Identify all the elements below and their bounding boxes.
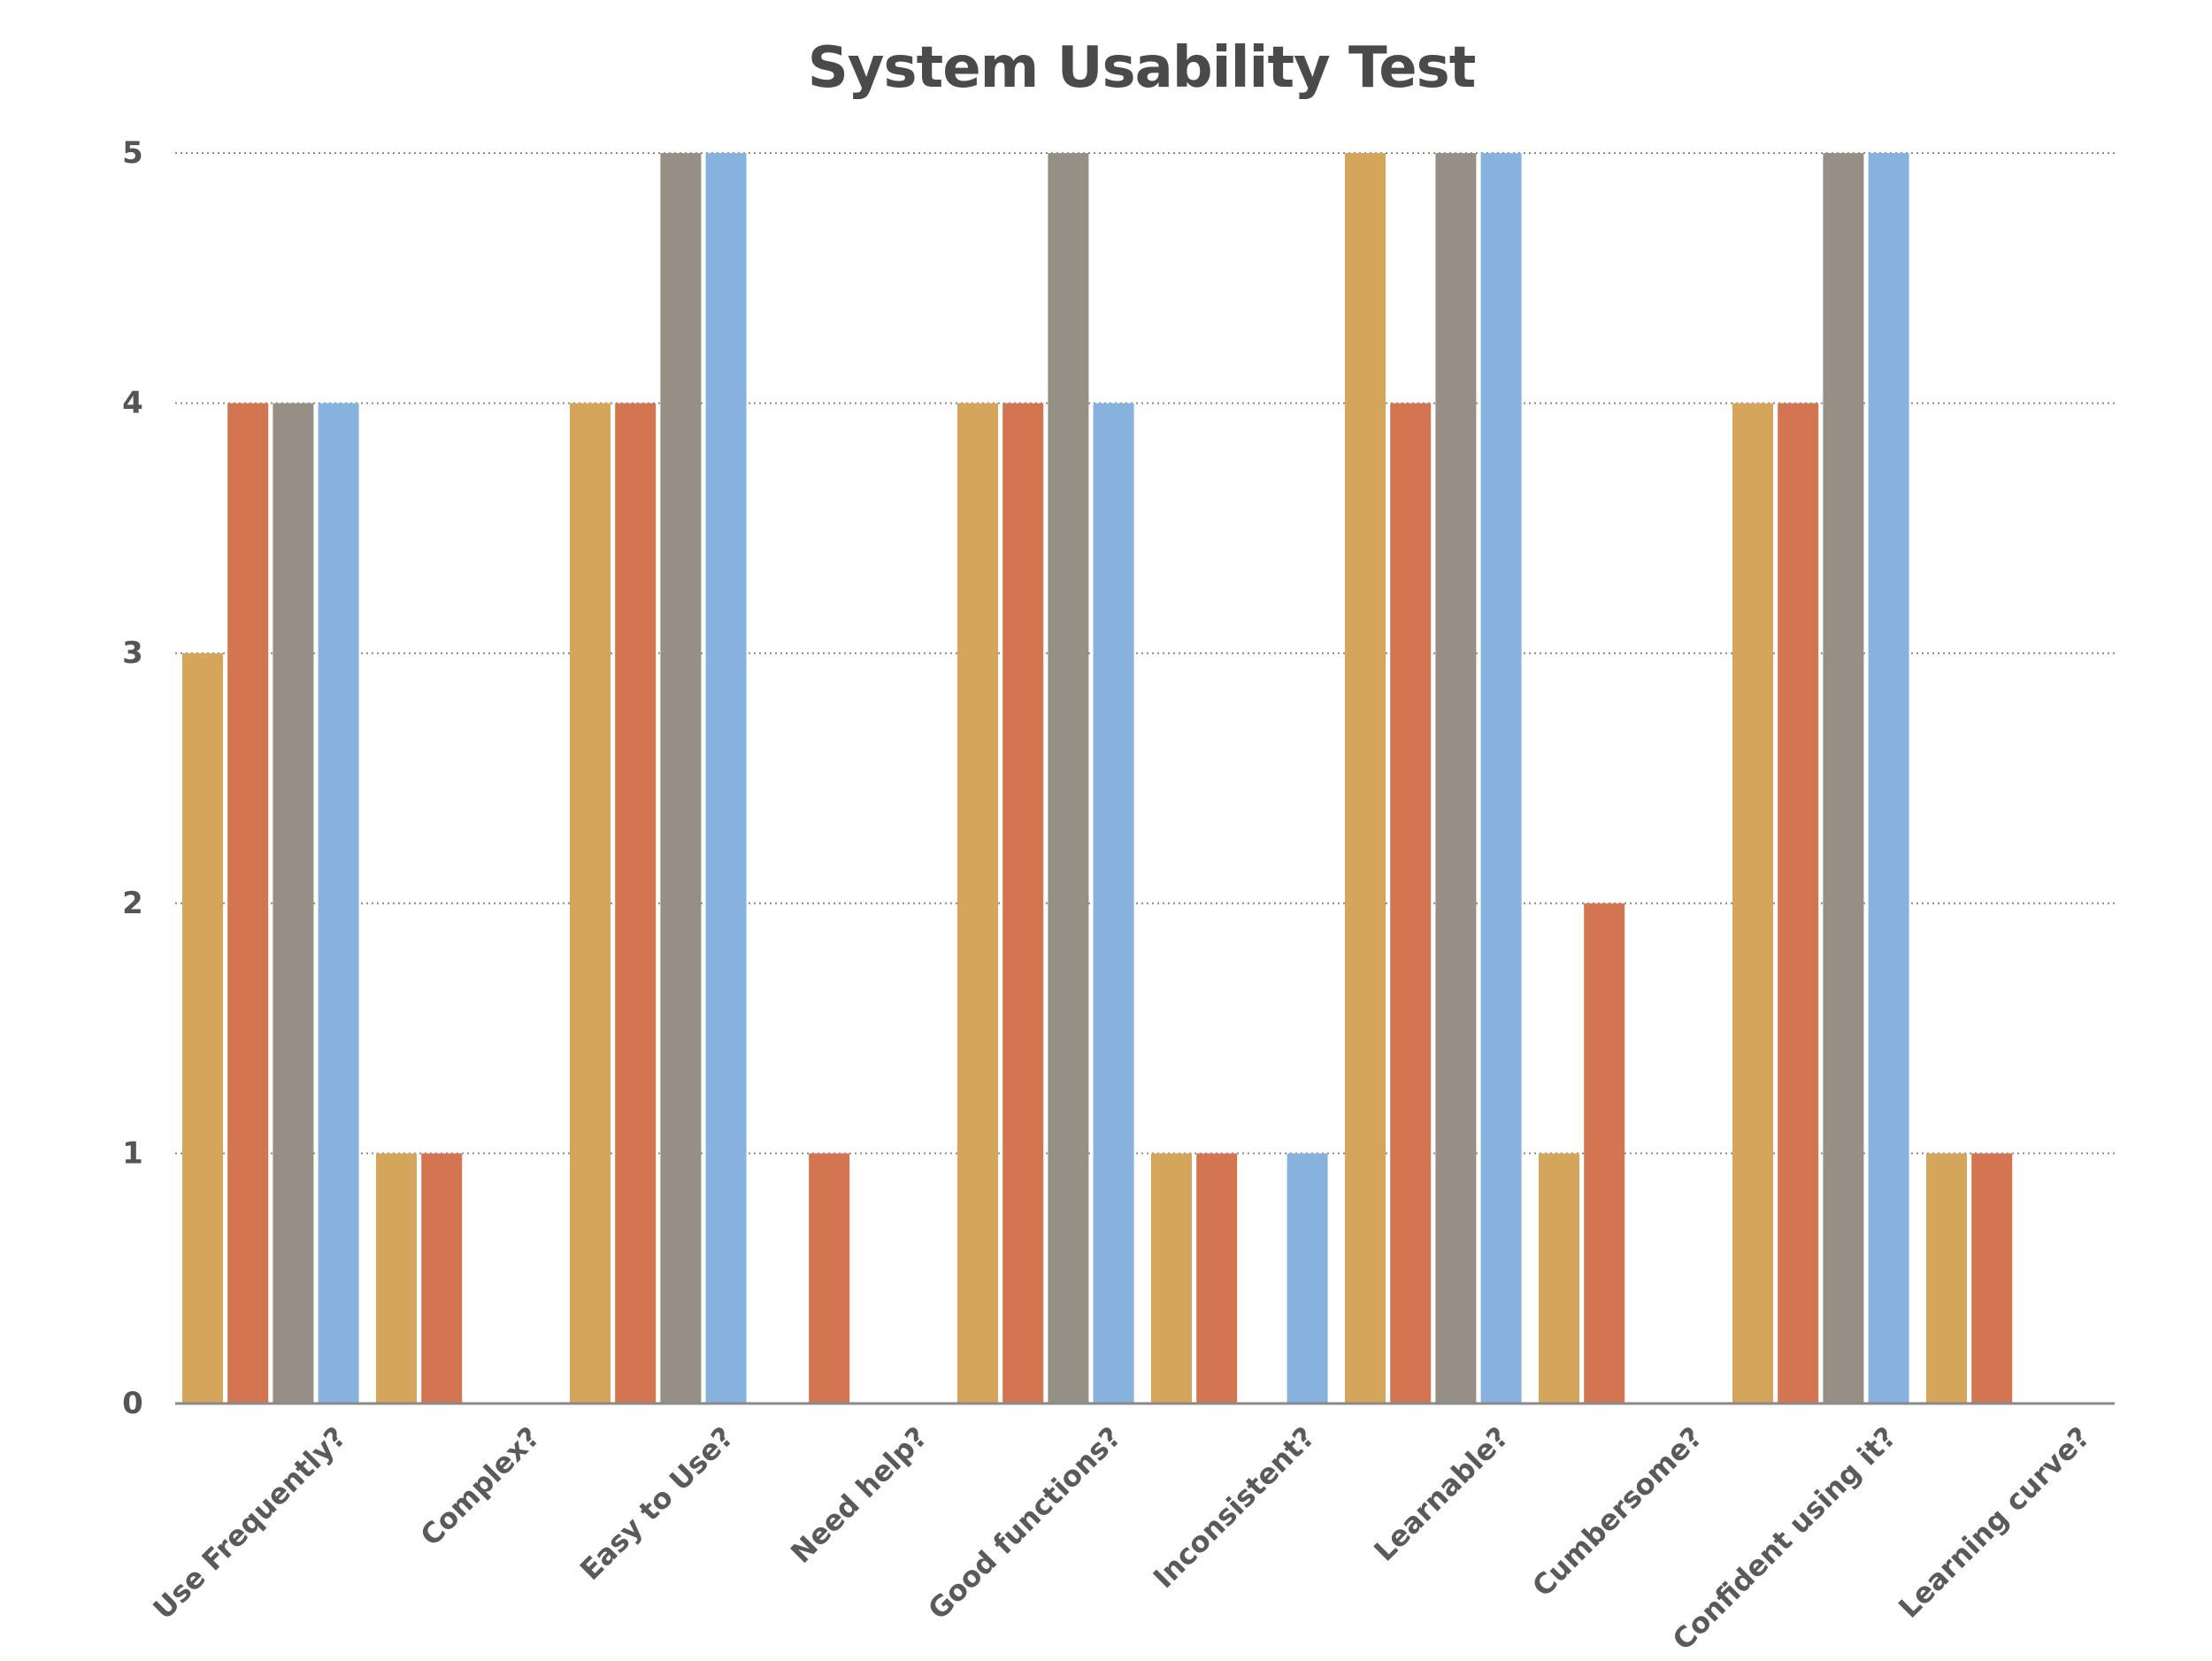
y-tick-label: 5	[122, 135, 143, 171]
bar-series-1-cat-2	[376, 1153, 417, 1403]
x-tick-label: Complex?	[414, 1420, 547, 1553]
chart-title: System Usability Test	[807, 35, 1477, 101]
bar-series-2-cat-6	[1196, 1153, 1238, 1403]
bar-series-1-cat-9	[1732, 403, 1773, 1404]
x-tick-label: Learning curve?	[1892, 1420, 2096, 1625]
bar-series-2-cat-8	[1584, 903, 1625, 1403]
bar-series-3-cat-1	[273, 403, 314, 1404]
y-tick-label: 2	[122, 886, 143, 921]
bar-series-4-cat-6	[1286, 1153, 1328, 1403]
x-tick-label: Good functions?	[921, 1420, 1127, 1626]
x-tick-label: Confident using it?	[1666, 1420, 1902, 1657]
bar-series-2-cat-4	[809, 1153, 850, 1403]
bar-series-1-cat-10	[1926, 1153, 1967, 1403]
bar-series-4-cat-9	[1868, 153, 1909, 1403]
x-tick-label: Cumbersome?	[1525, 1420, 1709, 1603]
bar-series-1-cat-7	[1345, 153, 1386, 1403]
x-tick-label: Learnable?	[1367, 1420, 1515, 1568]
x-tick-label: Inconsistent?	[1147, 1420, 1321, 1595]
bars	[182, 153, 2013, 1404]
bar-series-1-cat-5	[957, 403, 998, 1404]
y-tick-label: 0	[122, 1386, 143, 1421]
bar-series-1-cat-1	[182, 653, 223, 1403]
bar-series-3-cat-9	[1823, 153, 1864, 1403]
x-tick-label: Use Frequently?	[147, 1420, 353, 1626]
bar-series-3-cat-7	[1435, 153, 1477, 1403]
bar-series-2-cat-5	[1002, 403, 1044, 1404]
y-tick-label: 3	[122, 635, 143, 671]
x-tick-label: Easy to Use?	[573, 1420, 740, 1587]
bar-series-4-cat-3	[705, 153, 747, 1403]
bar-series-2-cat-1	[227, 403, 269, 1404]
y-tick-label: 4	[122, 386, 143, 421]
bar-series-2-cat-10	[1971, 1153, 2013, 1403]
bar-series-2-cat-7	[1390, 403, 1432, 1404]
bar-series-1-cat-6	[1151, 1153, 1192, 1403]
bar-series-3-cat-3	[660, 153, 702, 1403]
x-tick-label: Need help?	[784, 1420, 933, 1570]
bar-series-1-cat-3	[570, 403, 611, 1404]
bar-series-2-cat-3	[615, 403, 657, 1404]
bar-series-4-cat-7	[1480, 153, 1522, 1403]
bar-series-2-cat-2	[421, 1153, 463, 1403]
bar-series-4-cat-5	[1093, 403, 1134, 1404]
bar-series-2-cat-9	[1778, 403, 1819, 1404]
bar-series-4-cat-1	[318, 403, 359, 1404]
y-tick-label: 1	[122, 1135, 143, 1171]
bar-series-1-cat-8	[1539, 1153, 1579, 1403]
bar-series-3-cat-5	[1048, 153, 1089, 1403]
